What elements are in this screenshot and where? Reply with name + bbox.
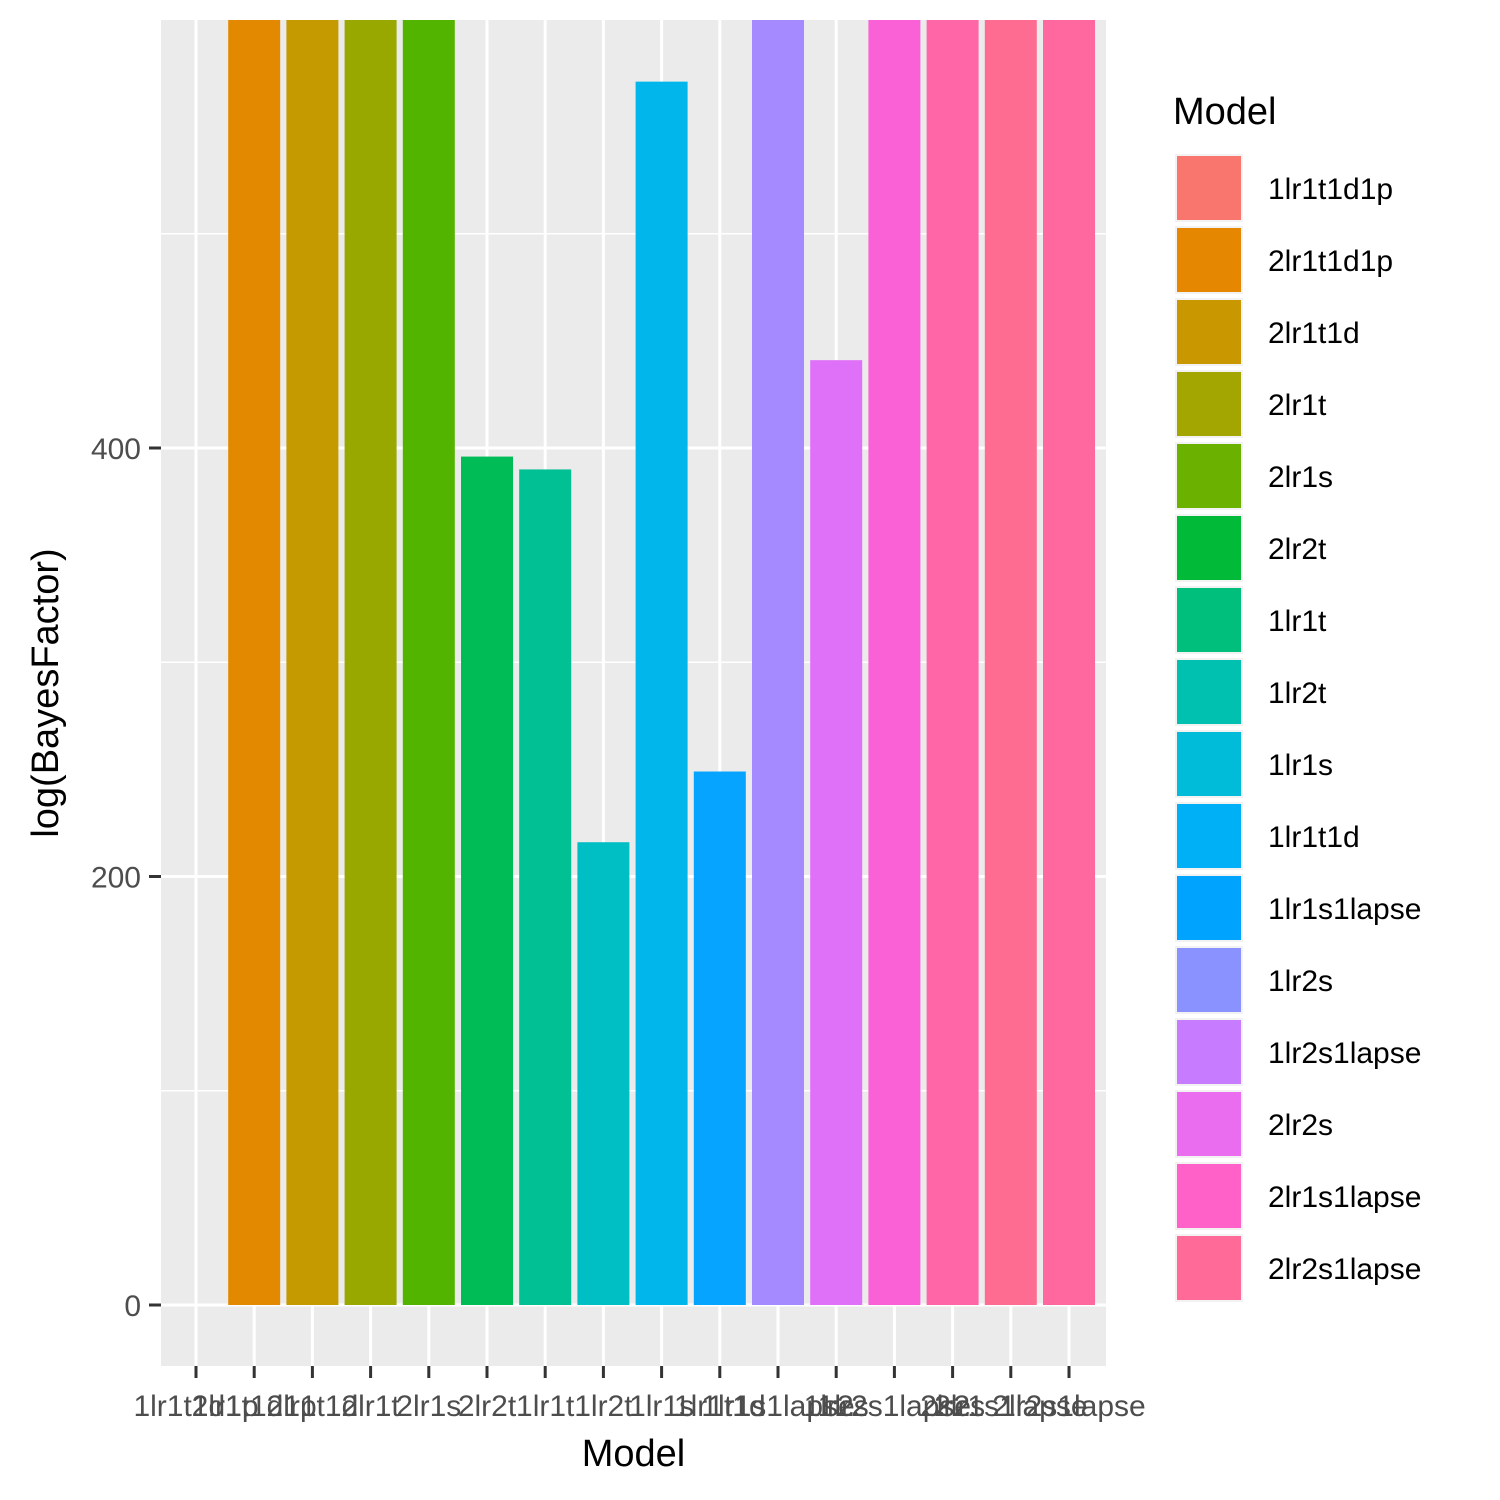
x-tick-label: 1lr2t: [574, 1390, 633, 1423]
legend-label: 1lr1t1d: [1268, 821, 1360, 854]
y-tick-label: 200: [91, 862, 141, 895]
legend-label: 2lr1s1lapse: [1268, 1181, 1421, 1214]
legend-key: [1177, 1236, 1241, 1300]
y-tick-label: 0: [124, 1290, 141, 1323]
legend-key: [1177, 156, 1241, 220]
legend-key: [1177, 732, 1241, 796]
legend-label: 1lr1t: [1268, 605, 1327, 638]
legend-key: [1177, 588, 1241, 652]
legend-key: [1177, 444, 1241, 508]
x-axis: 1lr1t1d1p2lr1t1d1p2lr1t1d2lr1t2lr1s2lr2t…: [133, 1366, 1146, 1423]
legend-key: [1177, 1092, 1241, 1156]
bar: [461, 456, 513, 1305]
legend-label: 2lr2t: [1268, 533, 1327, 566]
legend-label: 1lr2s1lapse: [1268, 1037, 1421, 1070]
bar: [1043, 20, 1095, 1305]
bars: [228, 20, 1095, 1306]
legend-key: [1177, 660, 1241, 724]
legend-key: [1177, 876, 1241, 940]
bar: [810, 360, 863, 1306]
bar: [344, 20, 397, 1305]
legend-label: 2lr1t1d1p: [1268, 245, 1393, 278]
bar: [635, 81, 688, 1306]
x-tick-label: 2lr1t1d1p: [192, 1390, 317, 1423]
bar: [984, 20, 1037, 1305]
legend-key: [1177, 516, 1241, 580]
legend-label: 2lr2s1lapse: [1268, 1253, 1421, 1286]
legend-key: [1177, 1164, 1241, 1228]
legend-title: Model: [1173, 91, 1277, 133]
bar: [868, 20, 921, 1305]
legend-label: 1lr2s: [1268, 965, 1333, 998]
x-tick-label: 1lr1s: [629, 1390, 694, 1423]
legend-key: [1177, 804, 1241, 868]
x-tick-label: 2lr1s: [396, 1390, 461, 1423]
legend-label: 2lr2s: [1268, 1109, 1333, 1142]
x-tick-label: 2lr2s: [920, 1390, 985, 1423]
x-tick-label: 1lr2s: [804, 1390, 869, 1423]
x-tick-label: 2lr1t: [341, 1390, 400, 1423]
bar: [752, 20, 804, 1305]
x-tick-label: 1lr1t1d: [674, 1390, 766, 1423]
legend-label: 2lr1t: [1268, 389, 1327, 422]
legend-key: [1177, 372, 1241, 436]
x-tick-label: 2lr1s1lapse: [934, 1390, 1087, 1423]
legend-key: [1177, 300, 1241, 364]
bar: [519, 469, 572, 1305]
legend-key: [1177, 1020, 1241, 1084]
legend-label: 2lr1t1d: [1268, 317, 1360, 350]
x-axis-title: Model: [582, 1433, 686, 1475]
y-axis-title: log(BayesFactor): [25, 548, 67, 837]
legend-key: [1177, 228, 1241, 292]
bar: [286, 20, 339, 1305]
legend-label: 2lr1s: [1268, 461, 1333, 494]
x-tick-label: 1lr1s1lapse: [701, 1390, 854, 1423]
legend-label: 1lr1t1d1p: [1268, 173, 1393, 206]
legend-label: 1lr2t: [1268, 677, 1327, 710]
x-tick-label: 1lr2s1lapse: [818, 1390, 971, 1423]
legend-label: 1lr1s1lapse: [1268, 893, 1421, 926]
bar: [577, 842, 630, 1305]
bar: [693, 771, 746, 1305]
legend-key: [1177, 948, 1241, 1012]
x-tick-label: 1lr1t: [516, 1390, 575, 1423]
x-tick-label: 2lr1t1d: [267, 1390, 359, 1423]
x-tick-label: 2lr2s1lapse: [992, 1390, 1145, 1423]
x-tick-label: 2lr2t: [458, 1390, 517, 1423]
bar: [402, 20, 455, 1305]
bar: [926, 20, 979, 1305]
legend: Model 1lr1t1d1p 2lr1t1d1p 2lr1t1d 2lr1t 2lr1…: [1173, 91, 1421, 1302]
y-tick-label: 400: [91, 433, 141, 466]
bar: [228, 20, 281, 1305]
y-axis: 0 200 400: [91, 433, 161, 1323]
x-tick-label: 1lr1t1d1p: [133, 1390, 258, 1423]
legend-label: 1lr1s: [1268, 749, 1333, 782]
